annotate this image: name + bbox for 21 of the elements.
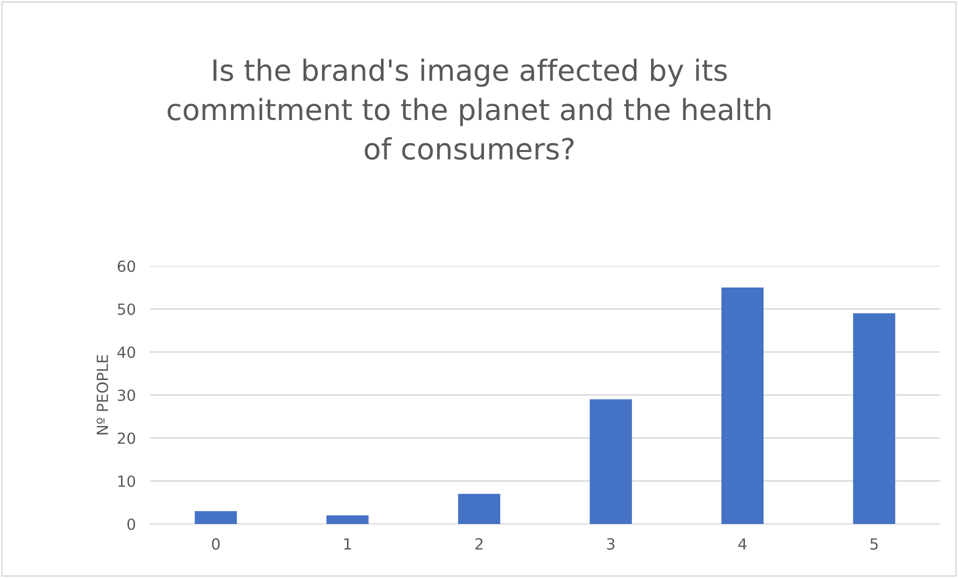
y-tick-label: 40 bbox=[117, 346, 136, 358]
x-tick-label: 3 bbox=[607, 538, 614, 550]
y-tick-label: 30 bbox=[118, 389, 136, 402]
y-tick-label: 0 bbox=[127, 518, 136, 530]
bar bbox=[194, 511, 237, 524]
bar bbox=[721, 288, 764, 524]
x-tick-label: 1 bbox=[344, 538, 351, 550]
x-tick-label: 4 bbox=[738, 538, 747, 550]
bar bbox=[853, 313, 896, 524]
y-tick-label: 20 bbox=[118, 432, 136, 444]
x-tick-label: 2 bbox=[475, 538, 482, 550]
y-tick-label: 60 bbox=[118, 260, 136, 272]
chart-title: Is the brand's image affected by its commitment to the planet and the health of consumers? bbox=[168, 58, 770, 160]
y-axis-title: Nº PEOPLE bbox=[96, 355, 108, 434]
bar bbox=[458, 494, 500, 524]
y-tick-label: 10 bbox=[118, 475, 136, 488]
x-tick-label: 0 bbox=[212, 538, 220, 550]
y-tick-label: 50 bbox=[118, 303, 136, 316]
x-tick-label: 5 bbox=[870, 538, 878, 550]
bar bbox=[590, 399, 632, 524]
bar bbox=[326, 515, 369, 524]
